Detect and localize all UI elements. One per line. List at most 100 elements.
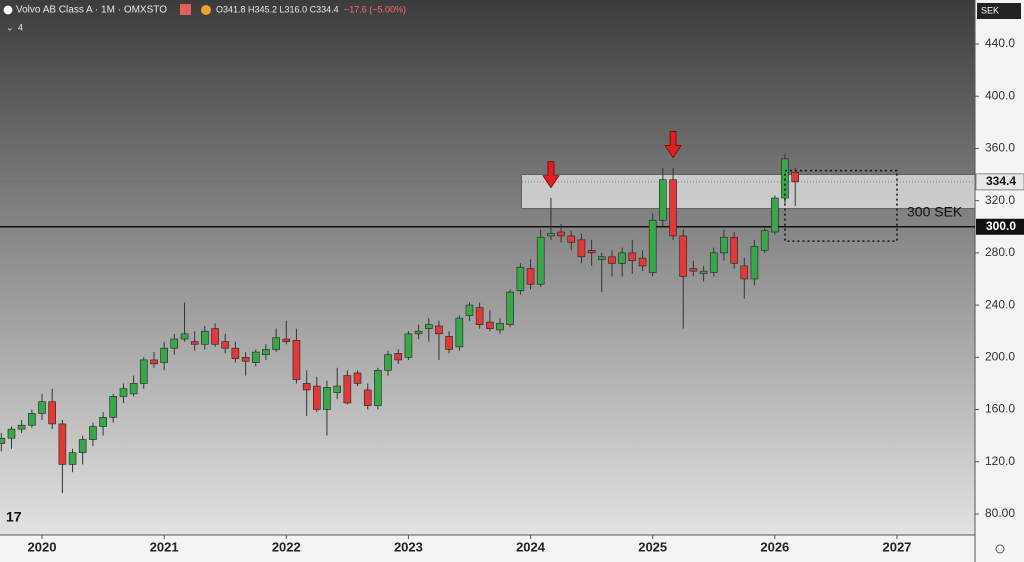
candle-body (251, 351, 260, 363)
candle-body (302, 383, 311, 391)
candle-body (730, 236, 738, 264)
candle-body (720, 236, 728, 254)
tv-logo: 17 (6, 509, 22, 525)
candle-body (648, 219, 657, 273)
y-tick-label: 320.0 (985, 193, 1015, 207)
candle-body (791, 171, 800, 183)
level-annotation: 300 SEK (907, 203, 963, 219)
candle-body (628, 252, 637, 262)
candle-body (618, 252, 626, 264)
candle-body (567, 235, 576, 243)
candle-body (425, 324, 433, 329)
x-tick-label: 2026 (760, 539, 789, 554)
candle-body (109, 396, 118, 418)
candle-body (689, 268, 698, 272)
y-tick-label: 80.00 (985, 506, 1015, 520)
annotation-arrow (542, 161, 560, 189)
candle-body (699, 270, 708, 275)
candle-body (659, 179, 667, 221)
currency-label: SEK (981, 5, 999, 15)
x-tick-label: 2020 (28, 539, 57, 554)
candle-body (201, 330, 209, 345)
candle-body (781, 158, 789, 199)
candle-body (343, 375, 352, 404)
candle-body (89, 426, 97, 440)
candle-body (292, 340, 301, 380)
candle-body (262, 349, 270, 356)
change-value: −17.6 (−5.00%) (344, 4, 406, 14)
flag-icon (180, 4, 191, 15)
candle-body (139, 359, 148, 384)
candle-body (577, 239, 586, 258)
symbol-title: Volvo AB Class A · 1M · OMXSTO (16, 5, 167, 16)
candle-body (160, 347, 168, 363)
candle-body (750, 246, 759, 280)
time-axis-panel (0, 535, 975, 562)
y-tick-label: 160.0 (985, 402, 1015, 416)
candle-body (221, 341, 230, 349)
candle-body (333, 385, 342, 393)
candle-body (740, 265, 749, 280)
candle-body (7, 428, 16, 439)
candle-body (170, 338, 179, 349)
candle-body (608, 256, 616, 264)
candle-body (536, 236, 545, 285)
candle-body (587, 249, 596, 254)
candle-body (404, 333, 413, 358)
plot: 300 SEK (0, 131, 976, 494)
y-tick-label: 400.0 (985, 88, 1015, 102)
candle-body (211, 328, 219, 345)
candle-body (455, 317, 464, 348)
candle-body (68, 452, 77, 465)
candle-body (58, 423, 67, 465)
candle-body (119, 388, 128, 397)
settings-icon[interactable] (995, 544, 1005, 554)
level-label: 300.0 (986, 219, 1016, 233)
level-badge (976, 218, 1024, 235)
candle-body (190, 341, 199, 345)
candle-body (709, 252, 718, 273)
candle-body (669, 179, 677, 237)
x-tick-label: 2022 (272, 539, 301, 554)
candle-body (638, 257, 647, 267)
y-tick-label: 120.0 (985, 454, 1015, 468)
candle-body (435, 325, 443, 335)
candle-body (394, 353, 403, 361)
currency-badge[interactable] (977, 3, 1021, 19)
y-tick-label: 280.0 (985, 245, 1015, 259)
candle-body (445, 336, 453, 350)
candle-body (282, 338, 291, 342)
candle-body (353, 372, 362, 384)
candle-body (496, 323, 504, 331)
candle-body (597, 256, 606, 260)
candle-body (313, 385, 321, 410)
candle-body (17, 424, 26, 430)
candle-body (38, 401, 46, 414)
candle-body (465, 304, 474, 316)
x-tick-label: 2024 (516, 539, 546, 554)
annotation-arrow (664, 131, 682, 159)
candle-body (0, 437, 6, 444)
candle-body (241, 357, 250, 362)
ohlc-values: O341.8 H345.2 L316.0 C334.4 (216, 4, 339, 14)
candle-body (272, 337, 280, 350)
candle-body (384, 354, 392, 371)
candle-body (374, 370, 382, 406)
y-tick-label: 240.0 (985, 297, 1015, 311)
price-axis-panel (975, 0, 1024, 562)
candle-body (414, 330, 423, 335)
x-tick-label: 2025 (638, 539, 667, 554)
candle-body (231, 347, 240, 359)
candle-body (486, 321, 494, 329)
x-tick-label: 2021 (150, 539, 179, 554)
candle-body (363, 389, 372, 406)
candle-body (150, 359, 158, 365)
candle-body (547, 232, 555, 237)
y-tick-label: 360.0 (985, 141, 1015, 155)
x-tick-label: 2027 (882, 539, 911, 554)
candle-body (506, 291, 514, 325)
x-tick-label: 2023 (394, 539, 423, 554)
candle-body (771, 197, 779, 233)
